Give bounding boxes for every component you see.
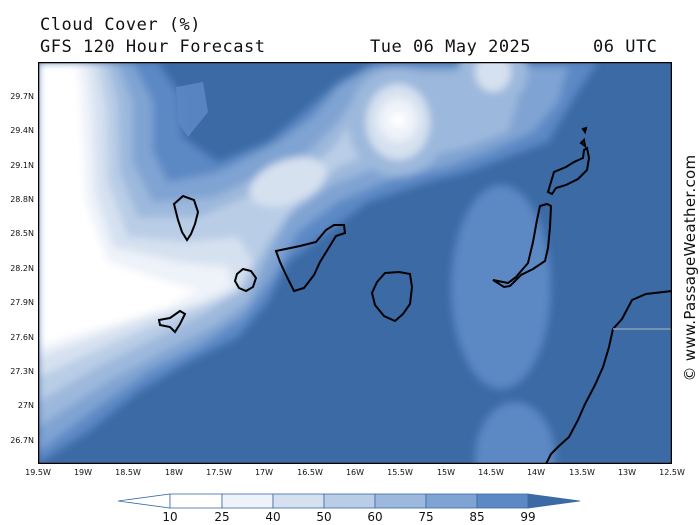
lat-label-29-4: 29.4N: [10, 126, 34, 135]
legend-tick-10: 10: [162, 510, 178, 524]
lat-label-27-6: 27.6N: [10, 333, 34, 342]
island-alegranza: [581, 126, 588, 135]
cloud-patch-east: [451, 185, 551, 389]
island-tenerife: [274, 224, 347, 293]
cloud-patch-south: [475, 402, 555, 464]
lon-label-15-5: 15.5W: [387, 468, 413, 477]
legend-tick-50: 50: [316, 510, 332, 524]
lon-label-13: 13W: [617, 468, 637, 477]
colorbar-segment-40-50: [272, 493, 325, 509]
lat-label-27-3: 27.3N: [10, 367, 34, 376]
lon-label-14-5: 14.5W: [478, 468, 504, 477]
island-la-gomera: [233, 267, 258, 293]
island-lanzarote: [546, 146, 591, 196]
island-el-hierro: [157, 309, 187, 334]
lat-label-28-2: 28.2N: [10, 264, 34, 273]
colorbar-segment-60-75: [374, 493, 427, 509]
lat-label-26-7: 26.7N: [10, 436, 34, 445]
legend-tick-75: 75: [418, 510, 434, 524]
lat-label-28-5: 28.5N: [10, 229, 34, 238]
island-fuerteventura: [492, 202, 553, 289]
island-la-palma: [172, 194, 200, 242]
cloud-patch-ne-40: [475, 62, 511, 92]
lon-label-16: 16W: [345, 468, 365, 477]
lon-label-17: 17W: [254, 468, 274, 477]
colorbar-segment-75-85: [425, 493, 478, 509]
lon-label-12-5: 12.5W: [659, 468, 685, 477]
cloud-patch-mid-40: [249, 157, 327, 207]
map-title: Cloud Cover (%): [40, 15, 202, 35]
colorbar-arrow-high: [527, 493, 581, 509]
lon-label-18-5: 18.5W: [115, 468, 141, 477]
cloud-map-svg: [38, 62, 672, 464]
island-gran-canaria: [370, 270, 414, 323]
lon-label-19: 19W: [73, 468, 93, 477]
colorbar-segment-25-40: [221, 493, 274, 509]
legend-tick-85: 85: [469, 510, 485, 524]
lat-label-29-7: 29.7N: [10, 92, 34, 101]
cloud-band-75: [38, 62, 568, 452]
lon-label-18: 18W: [164, 468, 184, 477]
legend-tick-40: 40: [265, 510, 281, 524]
cloud-cover-colorbar: [118, 493, 581, 509]
forecast-date: Tue 06 May 2025: [370, 37, 532, 57]
lon-label-14: 14W: [526, 468, 546, 477]
legend-tick-99: 99: [520, 510, 536, 524]
cloud-band-nw-85: [176, 82, 208, 137]
cloud-band-10: [38, 62, 198, 347]
cloud-cover-map: [38, 62, 672, 464]
colorbar-segment-85-99: [476, 493, 529, 509]
forecast-time: 06 UTC: [593, 37, 658, 57]
lon-label-16-5: 16.5W: [297, 468, 323, 477]
map-frame: [38, 62, 672, 464]
lat-label-29-1: 29.1N: [10, 161, 34, 170]
lat-label-28-8: 28.8N: [10, 195, 34, 204]
lon-label-19-5: 19.5W: [25, 468, 51, 477]
lat-label-27-9: 27.9N: [10, 298, 34, 307]
colorbar-segment-10-25: [169, 493, 223, 509]
cloud-patch-north-10: [390, 112, 406, 128]
passageweather-watermark: © www.PassageWeather.com: [681, 154, 699, 382]
lon-label-17-5: 17.5W: [206, 468, 232, 477]
lon-label-15: 15W: [436, 468, 456, 477]
lon-label-13-5: 13.5W: [569, 468, 595, 477]
colorbar-segment-50-60: [323, 493, 376, 509]
islet-graciosa: [579, 137, 587, 149]
legend-tick-60: 60: [367, 510, 383, 524]
african-coastline: [545, 290, 672, 464]
legend-tick-25: 25: [214, 510, 230, 524]
forecast-subtitle: GFS 120 Hour Forecast: [40, 37, 266, 57]
colorbar-arrow-low: [118, 493, 171, 509]
lat-label-27: 27N: [17, 401, 34, 410]
